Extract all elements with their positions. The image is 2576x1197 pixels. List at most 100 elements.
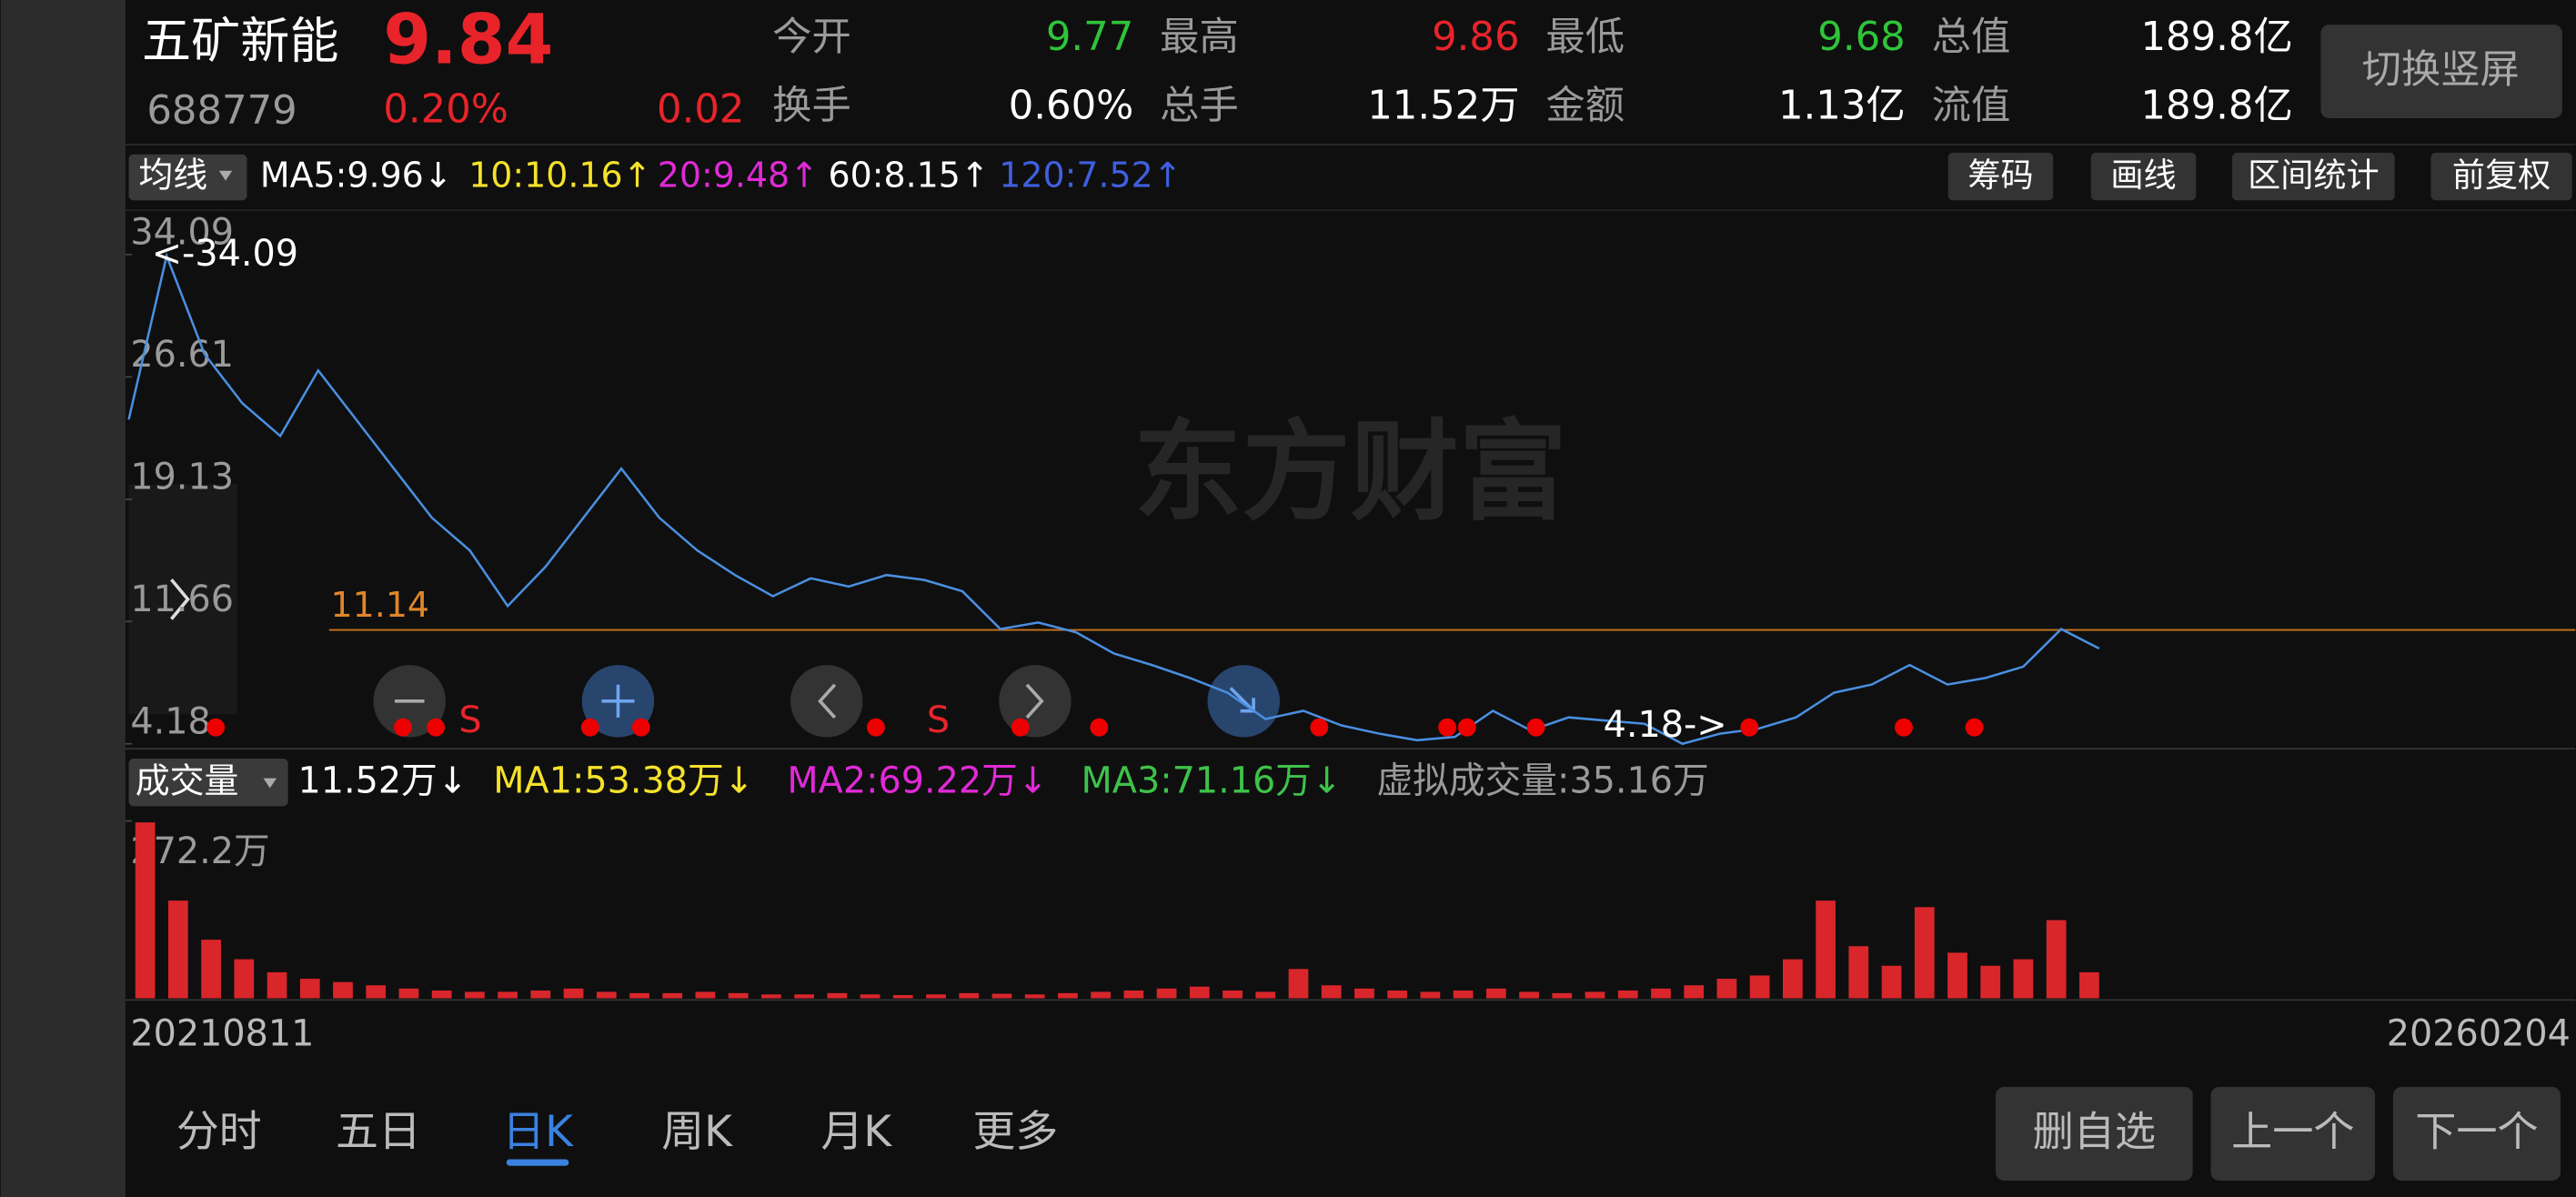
volume-bar [398, 988, 419, 999]
stat-label: 金额 [1545, 84, 1625, 129]
signal-dot [1011, 718, 1030, 737]
volume-bar [1453, 990, 1474, 999]
volume-bar [761, 994, 781, 999]
tool-button-label[interactable]: 筹码 [1967, 156, 2033, 195]
volume-bar [695, 991, 716, 999]
tab[interactable]: 周K [661, 1107, 733, 1157]
stat-label: 最高 [1160, 15, 1239, 60]
active-tab-indicator [506, 1159, 569, 1166]
expand-icon[interactable] [170, 578, 190, 620]
tool-button[interactable] [2430, 152, 2572, 201]
tool-button[interactable] [2090, 152, 2197, 201]
stat-label: 总值 [1932, 15, 2011, 60]
watermark: 东方财富 [1133, 409, 1567, 536]
stat-value: 9.68 [1817, 15, 1905, 60]
ma-selector[interactable] [128, 154, 247, 201]
y-tick-label: 26.61 [130, 334, 234, 376]
tab[interactable]: 月K [820, 1107, 892, 1157]
icon [1025, 683, 1044, 719]
volume-bar [892, 994, 913, 999]
volume-bar [234, 959, 255, 999]
volume-bar [465, 991, 485, 999]
action-button[interactable] [2392, 1087, 2561, 1181]
volume-bar [1485, 988, 1506, 999]
y-tick-label: 19.13 [130, 457, 234, 498]
change-pct: 0.20% [383, 86, 508, 132]
next-button[interactable] [999, 665, 1072, 738]
action-button[interactable] [2210, 1087, 2376, 1181]
volume-bar [728, 992, 749, 999]
volume-value: MA1:53.38万↓ [493, 760, 754, 802]
action-label[interactable]: 上一个 [2231, 1107, 2354, 1155]
volume-bar [333, 981, 353, 999]
volume-bar [827, 992, 848, 999]
volume-bar [959, 992, 980, 999]
stat-value: 189.8亿 [2140, 84, 2292, 129]
volume-bar [1617, 990, 1638, 999]
signal-dot [580, 718, 599, 737]
signal-dot [1438, 718, 1457, 737]
volume-selector-label[interactable]: 成交量 [136, 761, 239, 801]
tool-button[interactable] [2231, 152, 2395, 201]
volume-bar [563, 988, 584, 999]
volume-bar [1782, 959, 1803, 999]
volume-bar [1519, 991, 1539, 999]
volume-bar [1816, 900, 1836, 999]
volume-bar [860, 994, 880, 999]
tool-button-label[interactable]: 区间统计 [2248, 156, 2379, 195]
volume-bar [530, 990, 551, 999]
volume-selector[interactable] [128, 759, 288, 807]
volume-bar [1881, 965, 1902, 999]
ma-value: 120:7.52↑ [999, 155, 1182, 195]
tab[interactable]: 五日 [336, 1107, 421, 1157]
volume-bar [794, 994, 814, 999]
volume-bar [1716, 979, 1737, 999]
ma-selector-label[interactable]: 均线 [138, 155, 207, 195]
signal-dot [1965, 718, 1984, 737]
ma-value: 20:9.48↑ [658, 155, 819, 195]
dropdown-arrow [263, 778, 277, 789]
ma-value: 10:10.16↑ [468, 155, 651, 195]
signal-label: S [458, 699, 481, 741]
volume-bar [926, 994, 946, 999]
side-panel[interactable] [128, 484, 237, 715]
orientation-button[interactable] [2320, 25, 2562, 118]
stock-name: 五矿新能 [142, 12, 339, 69]
action-label[interactable]: 删自选 [2033, 1107, 2156, 1155]
volume-bar [2079, 971, 2099, 999]
volume-bar [2013, 959, 2034, 999]
tab[interactable]: 日K [502, 1107, 574, 1157]
volume-bar [1914, 907, 1935, 999]
end-date: 20260204 [2387, 1013, 2571, 1055]
stat-value: 9.77 [1046, 15, 1133, 60]
stat-value: 189.8亿 [2140, 15, 2292, 60]
signal-label: S [927, 699, 950, 741]
signal-dot [1895, 718, 1913, 737]
ref-line-label: 11.14 [331, 585, 429, 625]
price: 9.84 [383, 0, 553, 80]
action-label[interactable]: 下一个 [2415, 1107, 2538, 1155]
low-label: 4.18-> [1604, 704, 1727, 746]
tab[interactable]: 分时 [176, 1107, 262, 1157]
tool-button[interactable] [1947, 152, 2054, 201]
volume-bar [662, 992, 683, 999]
volume-bar [1321, 985, 1342, 999]
volume-bar [431, 990, 452, 999]
prev-button[interactable] [790, 665, 863, 738]
y-tick-label: 34.09 [130, 212, 234, 254]
tool-button-label[interactable]: 前复权 [2452, 156, 2551, 195]
volume-bar [1156, 988, 1177, 999]
signal-dot [1310, 718, 1329, 737]
orientation-label[interactable]: 切换竖屏 [2362, 47, 2520, 93]
volume-bar [1123, 990, 1144, 999]
volume-bar [1058, 992, 1078, 999]
tab[interactable]: 更多 [972, 1107, 1058, 1157]
volume-bar [1651, 988, 1671, 999]
action-button[interactable] [1996, 1087, 2193, 1181]
volume-bar [299, 979, 320, 999]
tool-button-label[interactable]: 画线 [2110, 156, 2176, 195]
volume-bar [2046, 920, 2067, 999]
volume-bar [1585, 991, 1605, 999]
signal-dot [427, 718, 446, 737]
